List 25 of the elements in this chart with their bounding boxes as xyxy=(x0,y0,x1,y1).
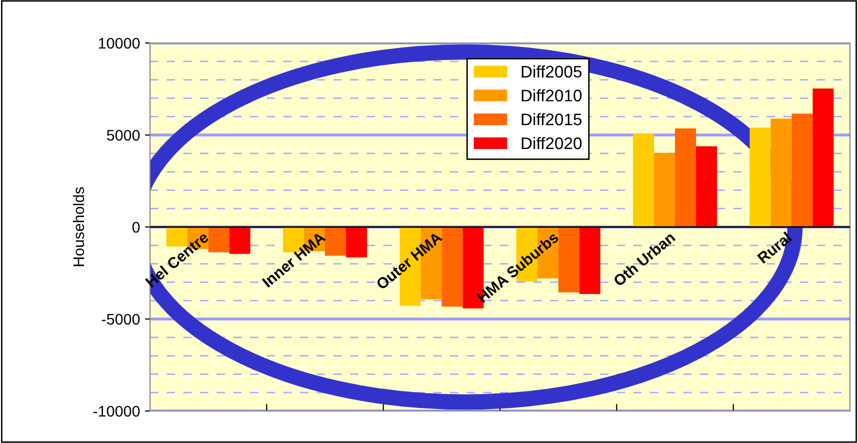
bar xyxy=(208,227,230,252)
bar xyxy=(325,227,346,256)
bar xyxy=(654,152,675,227)
y-tick-label: -10000 xyxy=(93,406,140,417)
bar xyxy=(442,227,463,307)
bar xyxy=(750,128,771,227)
y-axis-title: Households xyxy=(72,187,84,266)
bar xyxy=(579,227,600,294)
bar xyxy=(633,134,654,227)
y-tick-label: 10000 xyxy=(98,38,140,49)
bar xyxy=(792,114,813,227)
y-tick-label: 0 xyxy=(132,222,140,233)
bar xyxy=(696,146,717,227)
bar xyxy=(229,227,250,254)
y-tick-label: -5000 xyxy=(102,314,140,325)
legend-label: Diff2010 xyxy=(522,89,582,102)
bar xyxy=(346,227,367,258)
bar xyxy=(558,227,580,292)
legend-label: Diff2005 xyxy=(522,65,582,78)
bar xyxy=(770,118,792,227)
y-tick-label: 5000 xyxy=(106,130,140,141)
bar xyxy=(675,128,696,227)
legend-label: Diff2015 xyxy=(522,113,582,126)
bar xyxy=(812,88,834,227)
legend-label: Diff2020 xyxy=(522,136,582,150)
